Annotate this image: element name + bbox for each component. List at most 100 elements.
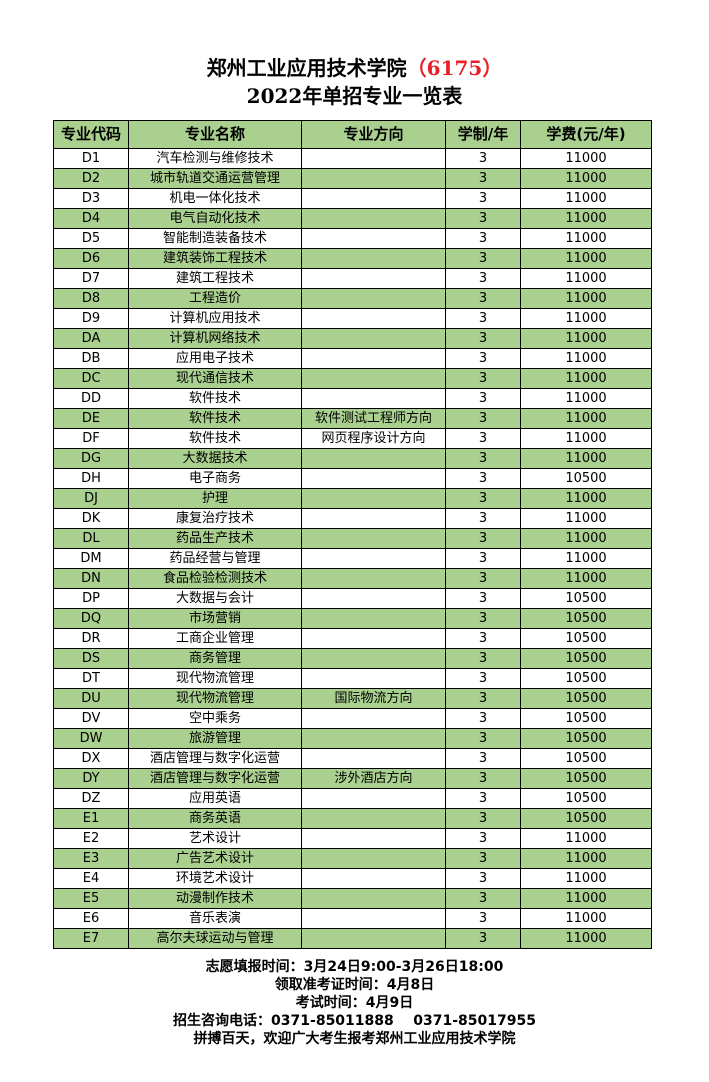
cell-tuition: 11000 bbox=[520, 168, 652, 189]
cell-code: E6 bbox=[53, 908, 129, 929]
cell-tuition: 11000 bbox=[520, 368, 652, 389]
page-title: 郑州工业应用技术学院（6175） bbox=[0, 52, 709, 81]
header-name: 专业名称 bbox=[128, 120, 302, 149]
cell-name: 应用电子技术 bbox=[128, 348, 302, 369]
table-row: E2 艺术设计 3 11000 bbox=[53, 828, 652, 849]
cell-duration: 3 bbox=[445, 148, 521, 169]
table-row: DV 空中乘务 3 10500 bbox=[53, 708, 652, 729]
table-row: D3 机电一体化技术 3 11000 bbox=[53, 188, 652, 209]
cell-direction bbox=[301, 868, 446, 889]
cell-tuition: 11000 bbox=[520, 308, 652, 329]
cell-duration: 3 bbox=[445, 888, 521, 909]
cell-code: DX bbox=[53, 748, 129, 769]
cell-tuition: 11000 bbox=[520, 528, 652, 549]
cell-direction bbox=[301, 628, 446, 649]
cell-direction: 网页程序设计方向 bbox=[301, 428, 446, 449]
footer-notes: 志愿填报时间：3月24日9:00-3月26日18:00 领取准考证时间：4月8日… bbox=[0, 958, 709, 1048]
cell-name: 康复治疗技术 bbox=[128, 508, 302, 529]
cell-duration: 3 bbox=[445, 188, 521, 209]
cell-duration: 3 bbox=[445, 228, 521, 249]
cell-code: DD bbox=[53, 388, 129, 409]
cell-direction bbox=[301, 488, 446, 509]
cell-duration: 3 bbox=[445, 688, 521, 709]
cell-name: 音乐表演 bbox=[128, 908, 302, 929]
cell-name: 电气自动化技术 bbox=[128, 208, 302, 229]
cell-tuition: 10500 bbox=[520, 648, 652, 669]
cell-name: 动漫制作技术 bbox=[128, 888, 302, 909]
cell-name: 软件技术 bbox=[128, 408, 302, 429]
cell-tuition: 11000 bbox=[520, 428, 652, 449]
table-row: D1 汽车检测与维修技术 3 11000 bbox=[53, 148, 652, 169]
cell-direction bbox=[301, 788, 446, 809]
cell-duration: 3 bbox=[445, 248, 521, 269]
cell-code: DP bbox=[53, 588, 129, 609]
table-row: E1 商务英语 3 10500 bbox=[53, 808, 652, 829]
cell-direction bbox=[301, 168, 446, 189]
cell-name: 药品生产技术 bbox=[128, 528, 302, 549]
table-row: DZ 应用英语 3 10500 bbox=[53, 788, 652, 809]
slogan: 拼搏百天，欢迎广大考生报考郑州工业应用技术学院 bbox=[193, 1031, 516, 1047]
table-row: DT 现代物流管理 3 10500 bbox=[53, 668, 652, 689]
cell-duration: 3 bbox=[445, 628, 521, 649]
cell-tuition: 10500 bbox=[520, 768, 652, 789]
cell-direction bbox=[301, 808, 446, 829]
cell-tuition: 10500 bbox=[520, 588, 652, 609]
admission-ticket-date: 领取准考证时间：4月8日 bbox=[274, 977, 435, 993]
cell-tuition: 11000 bbox=[520, 548, 652, 569]
cell-direction bbox=[301, 648, 446, 669]
cell-name: 酒店管理与数字化运营 bbox=[128, 748, 302, 769]
table-row: DJ 护理 3 11000 bbox=[53, 488, 652, 509]
cell-code: D6 bbox=[53, 248, 129, 269]
cell-code: DZ bbox=[53, 788, 129, 809]
cell-tuition: 10500 bbox=[520, 688, 652, 709]
cell-tuition: 10500 bbox=[520, 608, 652, 629]
cell-name: 计算机应用技术 bbox=[128, 308, 302, 329]
cell-name: 汽车检测与维修技术 bbox=[128, 148, 302, 169]
cell-duration: 3 bbox=[445, 608, 521, 629]
cell-tuition: 11000 bbox=[520, 228, 652, 249]
cell-direction bbox=[301, 368, 446, 389]
cell-name: 现代物流管理 bbox=[128, 688, 302, 709]
cell-code: DR bbox=[53, 628, 129, 649]
header-tuition: 学费(元/年) bbox=[520, 120, 652, 149]
table-row: D8 工程造价 3 11000 bbox=[53, 288, 652, 309]
cell-code: E3 bbox=[53, 848, 129, 869]
cell-name: 计算机网络技术 bbox=[128, 328, 302, 349]
cell-duration: 3 bbox=[445, 448, 521, 469]
cell-direction bbox=[301, 348, 446, 369]
cell-tuition: 11000 bbox=[520, 848, 652, 869]
cell-name: 应用英语 bbox=[128, 788, 302, 809]
cell-direction bbox=[301, 888, 446, 909]
cell-name: 高尔夫球运动与管理 bbox=[128, 928, 302, 949]
cell-duration: 3 bbox=[445, 928, 521, 949]
cell-direction bbox=[301, 228, 446, 249]
cell-name: 商务英语 bbox=[128, 808, 302, 829]
cell-direction bbox=[301, 668, 446, 689]
cell-duration: 3 bbox=[445, 828, 521, 849]
table-row: DD 软件技术 3 11000 bbox=[53, 388, 652, 409]
table-row: DA 计算机网络技术 3 11000 bbox=[53, 328, 652, 349]
cell-direction bbox=[301, 528, 446, 549]
table-row: DG 大数据技术 3 11000 bbox=[53, 448, 652, 469]
cell-direction bbox=[301, 328, 446, 349]
table-row: DF 软件技术 网页程序设计方向 3 11000 bbox=[53, 428, 652, 449]
cell-duration: 3 bbox=[445, 168, 521, 189]
cell-duration: 3 bbox=[445, 428, 521, 449]
table-row: DB 应用电子技术 3 11000 bbox=[53, 348, 652, 369]
cell-code: DJ bbox=[53, 488, 129, 509]
cell-tuition: 11000 bbox=[520, 388, 652, 409]
cell-name: 工程造价 bbox=[128, 288, 302, 309]
table-row: DE 软件技术 软件测试工程师方向 3 11000 bbox=[53, 408, 652, 429]
cell-duration: 3 bbox=[445, 768, 521, 789]
cell-code: DS bbox=[53, 648, 129, 669]
cell-name: 建筑装饰工程技术 bbox=[128, 248, 302, 269]
cell-name: 现代通信技术 bbox=[128, 368, 302, 389]
cell-name: 空中乘务 bbox=[128, 708, 302, 729]
cell-code: D4 bbox=[53, 208, 129, 229]
cell-direction bbox=[301, 508, 446, 529]
cell-direction bbox=[301, 268, 446, 289]
table-row: DY 酒店管理与数字化运营 涉外酒店方向 3 10500 bbox=[53, 768, 652, 789]
cell-code: DV bbox=[53, 708, 129, 729]
cell-name: 市场营销 bbox=[128, 608, 302, 629]
cell-duration: 3 bbox=[445, 288, 521, 309]
